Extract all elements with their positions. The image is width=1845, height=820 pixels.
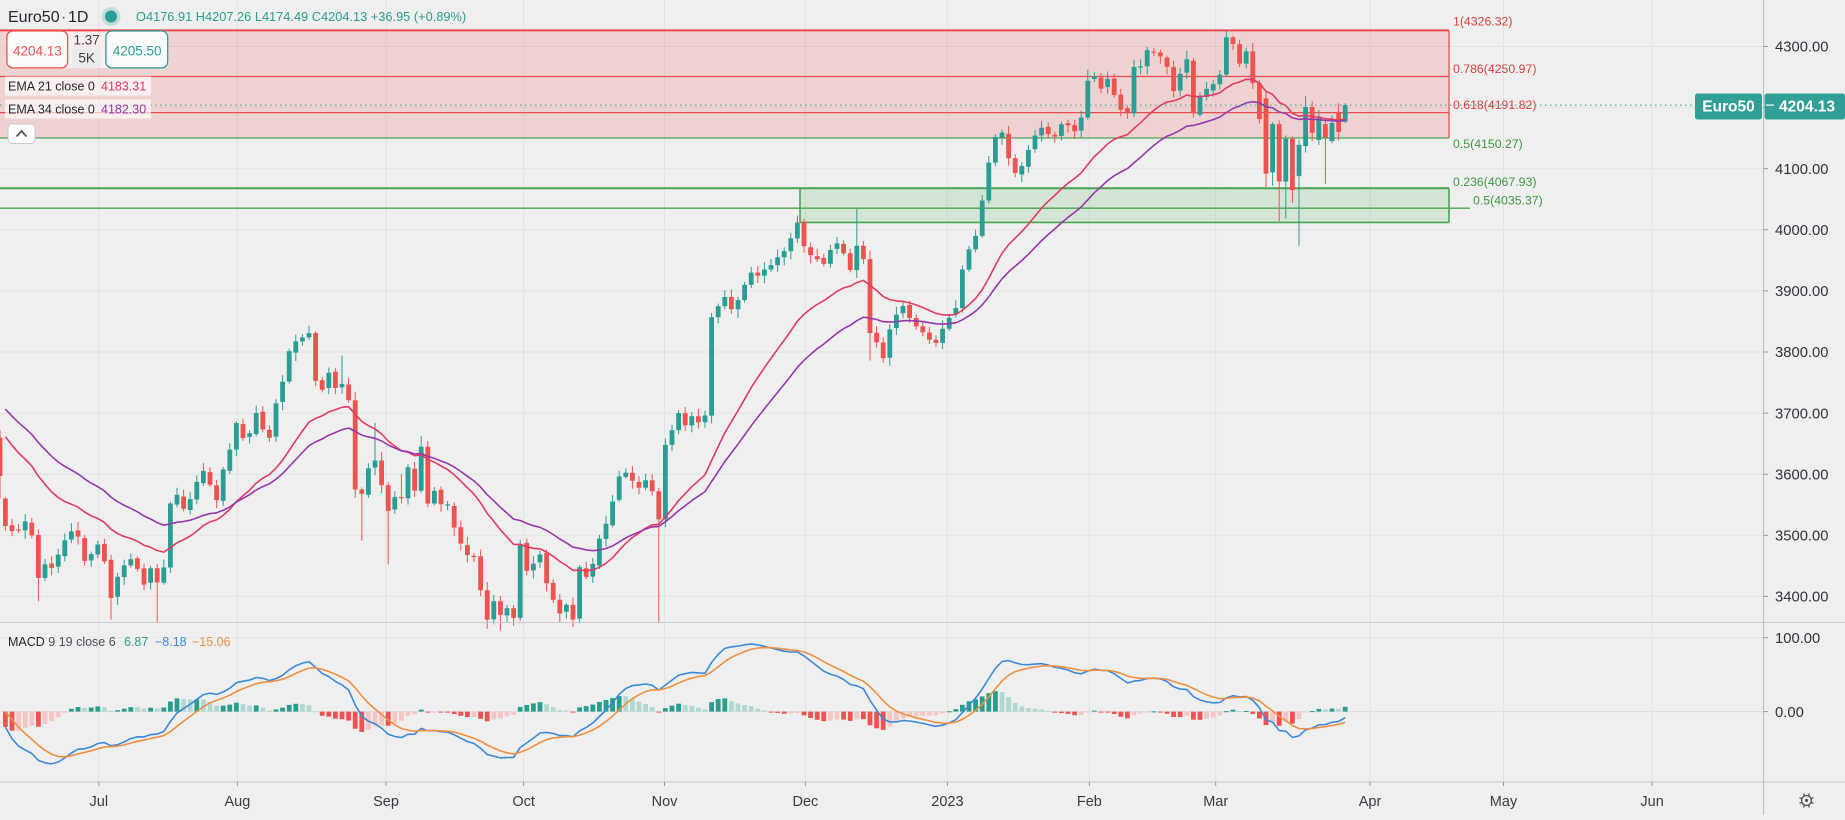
svg-text:Nov: Nov (652, 794, 679, 810)
svg-text:Apr: Apr (1359, 794, 1382, 810)
svg-text:3600.00: 3600.00 (1775, 467, 1829, 483)
svg-text:4183.31: 4183.31 (101, 80, 146, 94)
svg-text:4205.50: 4205.50 (113, 44, 162, 59)
svg-text:6.87: 6.87 (124, 635, 148, 649)
svg-text:Jun: Jun (1640, 794, 1663, 810)
svg-text:0.5(4150.27): 0.5(4150.27) (1453, 137, 1523, 151)
svg-text:Oct: Oct (512, 794, 535, 810)
svg-text:EMA 21 close 0: EMA 21 close 0 (8, 80, 95, 94)
svg-text:3800.00: 3800.00 (1775, 345, 1829, 361)
svg-text:Jul: Jul (90, 794, 109, 810)
svg-text:−15.06: −15.06 (192, 635, 231, 649)
svg-text:4100.00: 4100.00 (1775, 162, 1829, 178)
svg-text:Mar: Mar (1203, 794, 1228, 810)
svg-text:4182.30: 4182.30 (101, 103, 146, 117)
svg-text:3400.00: 3400.00 (1775, 590, 1829, 606)
svg-text:0.00: 0.00 (1775, 705, 1804, 721)
svg-text:MACD 9 19 close 6: MACD 9 19 close 6 (8, 635, 116, 649)
svg-text:Aug: Aug (224, 794, 250, 810)
svg-text:5K: 5K (78, 51, 95, 66)
svg-text:−8.18: −8.18 (155, 635, 187, 649)
svg-text:Dec: Dec (793, 794, 819, 810)
svg-text:Euro50: Euro50 (1702, 99, 1755, 116)
svg-text:0.236(4067.93): 0.236(4067.93) (1453, 175, 1536, 189)
svg-text:0.786(4250.97): 0.786(4250.97) (1453, 62, 1536, 76)
svg-text:3900.00: 3900.00 (1775, 284, 1829, 300)
svg-text:May: May (1490, 794, 1518, 810)
svg-text:0.5(4035.37): 0.5(4035.37) (1473, 194, 1543, 208)
svg-text:3700.00: 3700.00 (1775, 406, 1829, 422)
svg-text:Euro50: Euro50 (8, 9, 60, 26)
svg-text:1.37: 1.37 (73, 32, 99, 47)
svg-text:·: · (61, 9, 66, 26)
svg-text:100.00: 100.00 (1775, 631, 1820, 647)
svg-text:1(4326.32): 1(4326.32) (1453, 14, 1512, 28)
svg-text:EMA 34 close 0: EMA 34 close 0 (8, 103, 95, 117)
svg-text:4000.00: 4000.00 (1775, 223, 1829, 239)
svg-text:4204.13: 4204.13 (13, 44, 62, 59)
svg-text:Sep: Sep (373, 794, 399, 810)
svg-text:4204.13: 4204.13 (1779, 99, 1835, 116)
svg-text:4300.00: 4300.00 (1775, 40, 1829, 56)
svg-text:1D: 1D (68, 9, 88, 26)
svg-text:2023: 2023 (931, 794, 963, 810)
svg-text:O4176.91 H4207.26 L4174.49: O4176.91 H4207.26 L4174.49 C4204.13 +36.… (136, 9, 466, 24)
svg-text:3500.00: 3500.00 (1775, 529, 1829, 545)
svg-text:Feb: Feb (1077, 794, 1102, 810)
